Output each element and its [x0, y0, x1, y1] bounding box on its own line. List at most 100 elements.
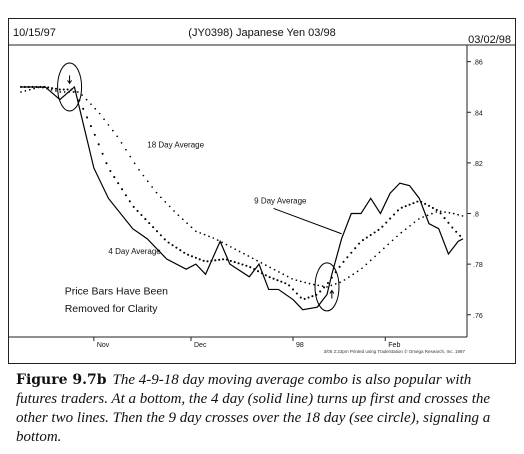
series-18-day-point: [282, 273, 285, 276]
series-9-day-point: [288, 284, 291, 287]
series-18-day-point: [413, 221, 416, 224]
series-18-day-point: [286, 275, 289, 278]
y-tick-label: .82: [473, 161, 483, 168]
series-9-day-point: [120, 188, 124, 191]
series-9-day-point: [148, 222, 151, 225]
chart-footer: 3/05 2:23pm Printed using TradeStation ©…: [324, 348, 466, 354]
series-18-day-point: [181, 218, 184, 221]
series-18-day-point: [269, 266, 272, 269]
series-9-day-point: [253, 268, 256, 271]
series-18-day-point: [216, 239, 219, 241]
header-left-date: 10/15/97: [13, 27, 56, 39]
chart-frame: 10/15/97 (JY0398) Japanese Yen 03/98 03/…: [8, 18, 516, 364]
series-18-day-point: [369, 259, 372, 262]
series-9-day-point: [152, 226, 155, 229]
series-18-day-point: [116, 135, 119, 138]
series-18-day-point: [50, 89, 53, 91]
series-9-day-point: [435, 208, 438, 212]
series-18-day-point: [234, 248, 237, 251]
series-9-day-point: [47, 86, 50, 89]
series-18-day-point: [46, 87, 49, 90]
series-18-day-point: [317, 284, 320, 287]
series-18-day-point: [212, 237, 215, 239]
series-9-day-point: [202, 259, 205, 262]
series-18-day-point: [439, 210, 442, 213]
series-18-day-point: [313, 283, 315, 286]
series-18-day-point: [177, 214, 180, 217]
series-9-day-point: [233, 261, 236, 264]
plot-area: .76 .78 .8 .82 .84 .86 Nov Dec 98 Feb 18 Day Avera…: [19, 60, 483, 349]
series-9-day-point: [431, 206, 434, 209]
y-tick-label: .76: [473, 313, 483, 320]
series-9-day-point: [326, 281, 330, 285]
series-18-day-point: [417, 218, 420, 220]
series-9-day-point: [249, 266, 252, 269]
series-9-day-point: [416, 200, 419, 203]
series-18-day-point: [59, 91, 62, 93]
series-9-day-point: [272, 277, 275, 280]
series-9-day-point: [39, 85, 42, 89]
series-9-day-point: [295, 292, 298, 295]
series-18-day-point: [374, 255, 376, 258]
series-9-day-point: [427, 204, 431, 207]
series-9-day-point: [381, 225, 384, 228]
series-18-day-point: [452, 212, 455, 215]
series-9-day-point: [70, 88, 73, 91]
series-9-day-point: [51, 87, 54, 90]
series-18-day-point: [334, 283, 337, 285]
series-18-day-point: [55, 90, 57, 92]
x-tick-label: Feb: [388, 342, 400, 349]
series-18-day-point: [391, 239, 394, 242]
series-9-day-point: [385, 221, 388, 224]
series-9-day-point: [159, 234, 162, 237]
highlight-circle: [57, 62, 83, 112]
series-9-day-point: [346, 256, 349, 259]
series-18-day-point: [361, 267, 363, 270]
series-9-day-point: [54, 87, 58, 90]
series-9-day-point: [365, 236, 368, 239]
series-9-day-point: [350, 251, 353, 254]
series-9-day-point: [128, 200, 131, 203]
series-9-day-point: [117, 182, 120, 185]
series-18-day-point: [168, 205, 171, 208]
x-tick-label: Dec: [194, 342, 207, 349]
series-18-day-point: [133, 162, 136, 165]
series-9-day-point: [225, 258, 228, 261]
series-9-day-point: [190, 255, 194, 258]
series-9-day-point: [27, 85, 30, 89]
series-9-day-point: [171, 244, 174, 247]
series-9-day-point: [140, 213, 143, 217]
series-9-day-point: [109, 169, 112, 173]
series-18-day-point: [20, 91, 22, 93]
series-18-day-point: [365, 263, 368, 266]
series-18-day-point: [326, 286, 328, 288]
series-9-day-point: [35, 85, 38, 89]
series-9-day-point: [455, 230, 458, 233]
series-9-day-point: [194, 256, 197, 259]
series-18-day-point: [195, 230, 197, 233]
series-9-day-point: [89, 125, 92, 128]
series-9-day-point: [330, 276, 333, 279]
series-9-day-point: [82, 107, 85, 110]
series-18-day-point: [76, 91, 79, 93]
series-18-day-point: [28, 88, 31, 91]
series-18-day-point: [260, 262, 263, 264]
series-18-day-point: [378, 251, 381, 254]
series-9-day-point: [167, 241, 170, 244]
series-18-day-point: [264, 264, 267, 266]
series-9-day-point: [43, 85, 46, 89]
series-18-day-point: [186, 222, 188, 225]
annotation-removed: Removed for Clarity: [65, 303, 159, 315]
series-9-day-point: [420, 200, 423, 203]
series-18-day-point: [251, 257, 254, 260]
series-18-day-point: [243, 252, 245, 255]
y-tick-label: .84: [473, 110, 483, 117]
series-9-day-point: [373, 231, 376, 234]
series-9-day-point: [447, 221, 450, 224]
series-9-day-point: [210, 259, 213, 262]
series-9-day-point: [284, 282, 287, 285]
series-9-day-point: [260, 272, 263, 275]
series-18-day-point: [94, 107, 97, 110]
series-18-day-point: [68, 91, 70, 93]
figure-label: Figure 9.7b: [16, 372, 107, 388]
